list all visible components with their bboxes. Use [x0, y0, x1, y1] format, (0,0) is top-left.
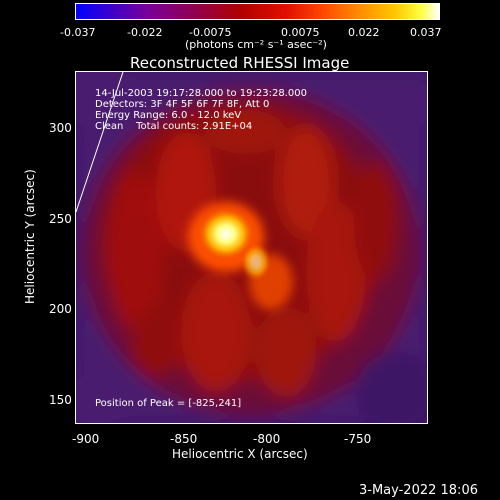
colorbar-tick-label: 0.022 [348, 26, 380, 39]
x-tick-label: -800 [253, 432, 281, 446]
image-plot-area [75, 71, 428, 424]
colorbar-tick-label: 0.037 [410, 26, 442, 39]
rhessi-image-map [76, 72, 427, 423]
x-tick-label: -900 [72, 432, 100, 446]
peak-position-text: Position of Peak = [-825,241] [95, 398, 242, 409]
time-range-text: 14-Jul-2003 19:17:28.000 to 19:23:28.000 [95, 88, 307, 99]
y-axis-label: Heliocentric Y (arcsec) [23, 169, 37, 304]
x-axis-label: Heliocentric X (arcsec) [172, 447, 308, 461]
colorbar [75, 3, 440, 20]
colorbar-tick-label: 0.0075 [281, 26, 320, 39]
clean-counts-text: Clean Total counts: 2.91E+04 [95, 121, 253, 132]
y-tick-label: 250 [49, 212, 72, 226]
image-title: Reconstructed RHESSI Image [130, 54, 350, 72]
colorbar-tick-label: -0.0075 [189, 26, 232, 39]
x-tick-label: -750 [344, 432, 372, 446]
y-tick-label: 150 [49, 393, 72, 407]
colorbar-tick-label: -0.037 [60, 26, 96, 39]
observation-info: 14-Jul-2003 19:17:28.000 to 19:23:28.000… [95, 88, 307, 132]
energy-range-text: Energy Range: 6.0 - 12.0 keV [95, 110, 242, 121]
x-tick-label: -850 [170, 432, 198, 446]
y-tick-label: 200 [49, 302, 72, 316]
detectors-text: Detectors: 3F 4F 5F 6F 7F 8F, Att 0 [95, 99, 270, 110]
limb-line [76, 72, 124, 213]
colorbar-tick-label: -0.022 [127, 26, 163, 39]
footer-date: 3-May-2022 18:06 [359, 483, 478, 498]
colorbar-unit-label: (photons cm⁻² s⁻¹ asec⁻²) [185, 38, 327, 51]
y-tick-label: 300 [49, 121, 72, 135]
